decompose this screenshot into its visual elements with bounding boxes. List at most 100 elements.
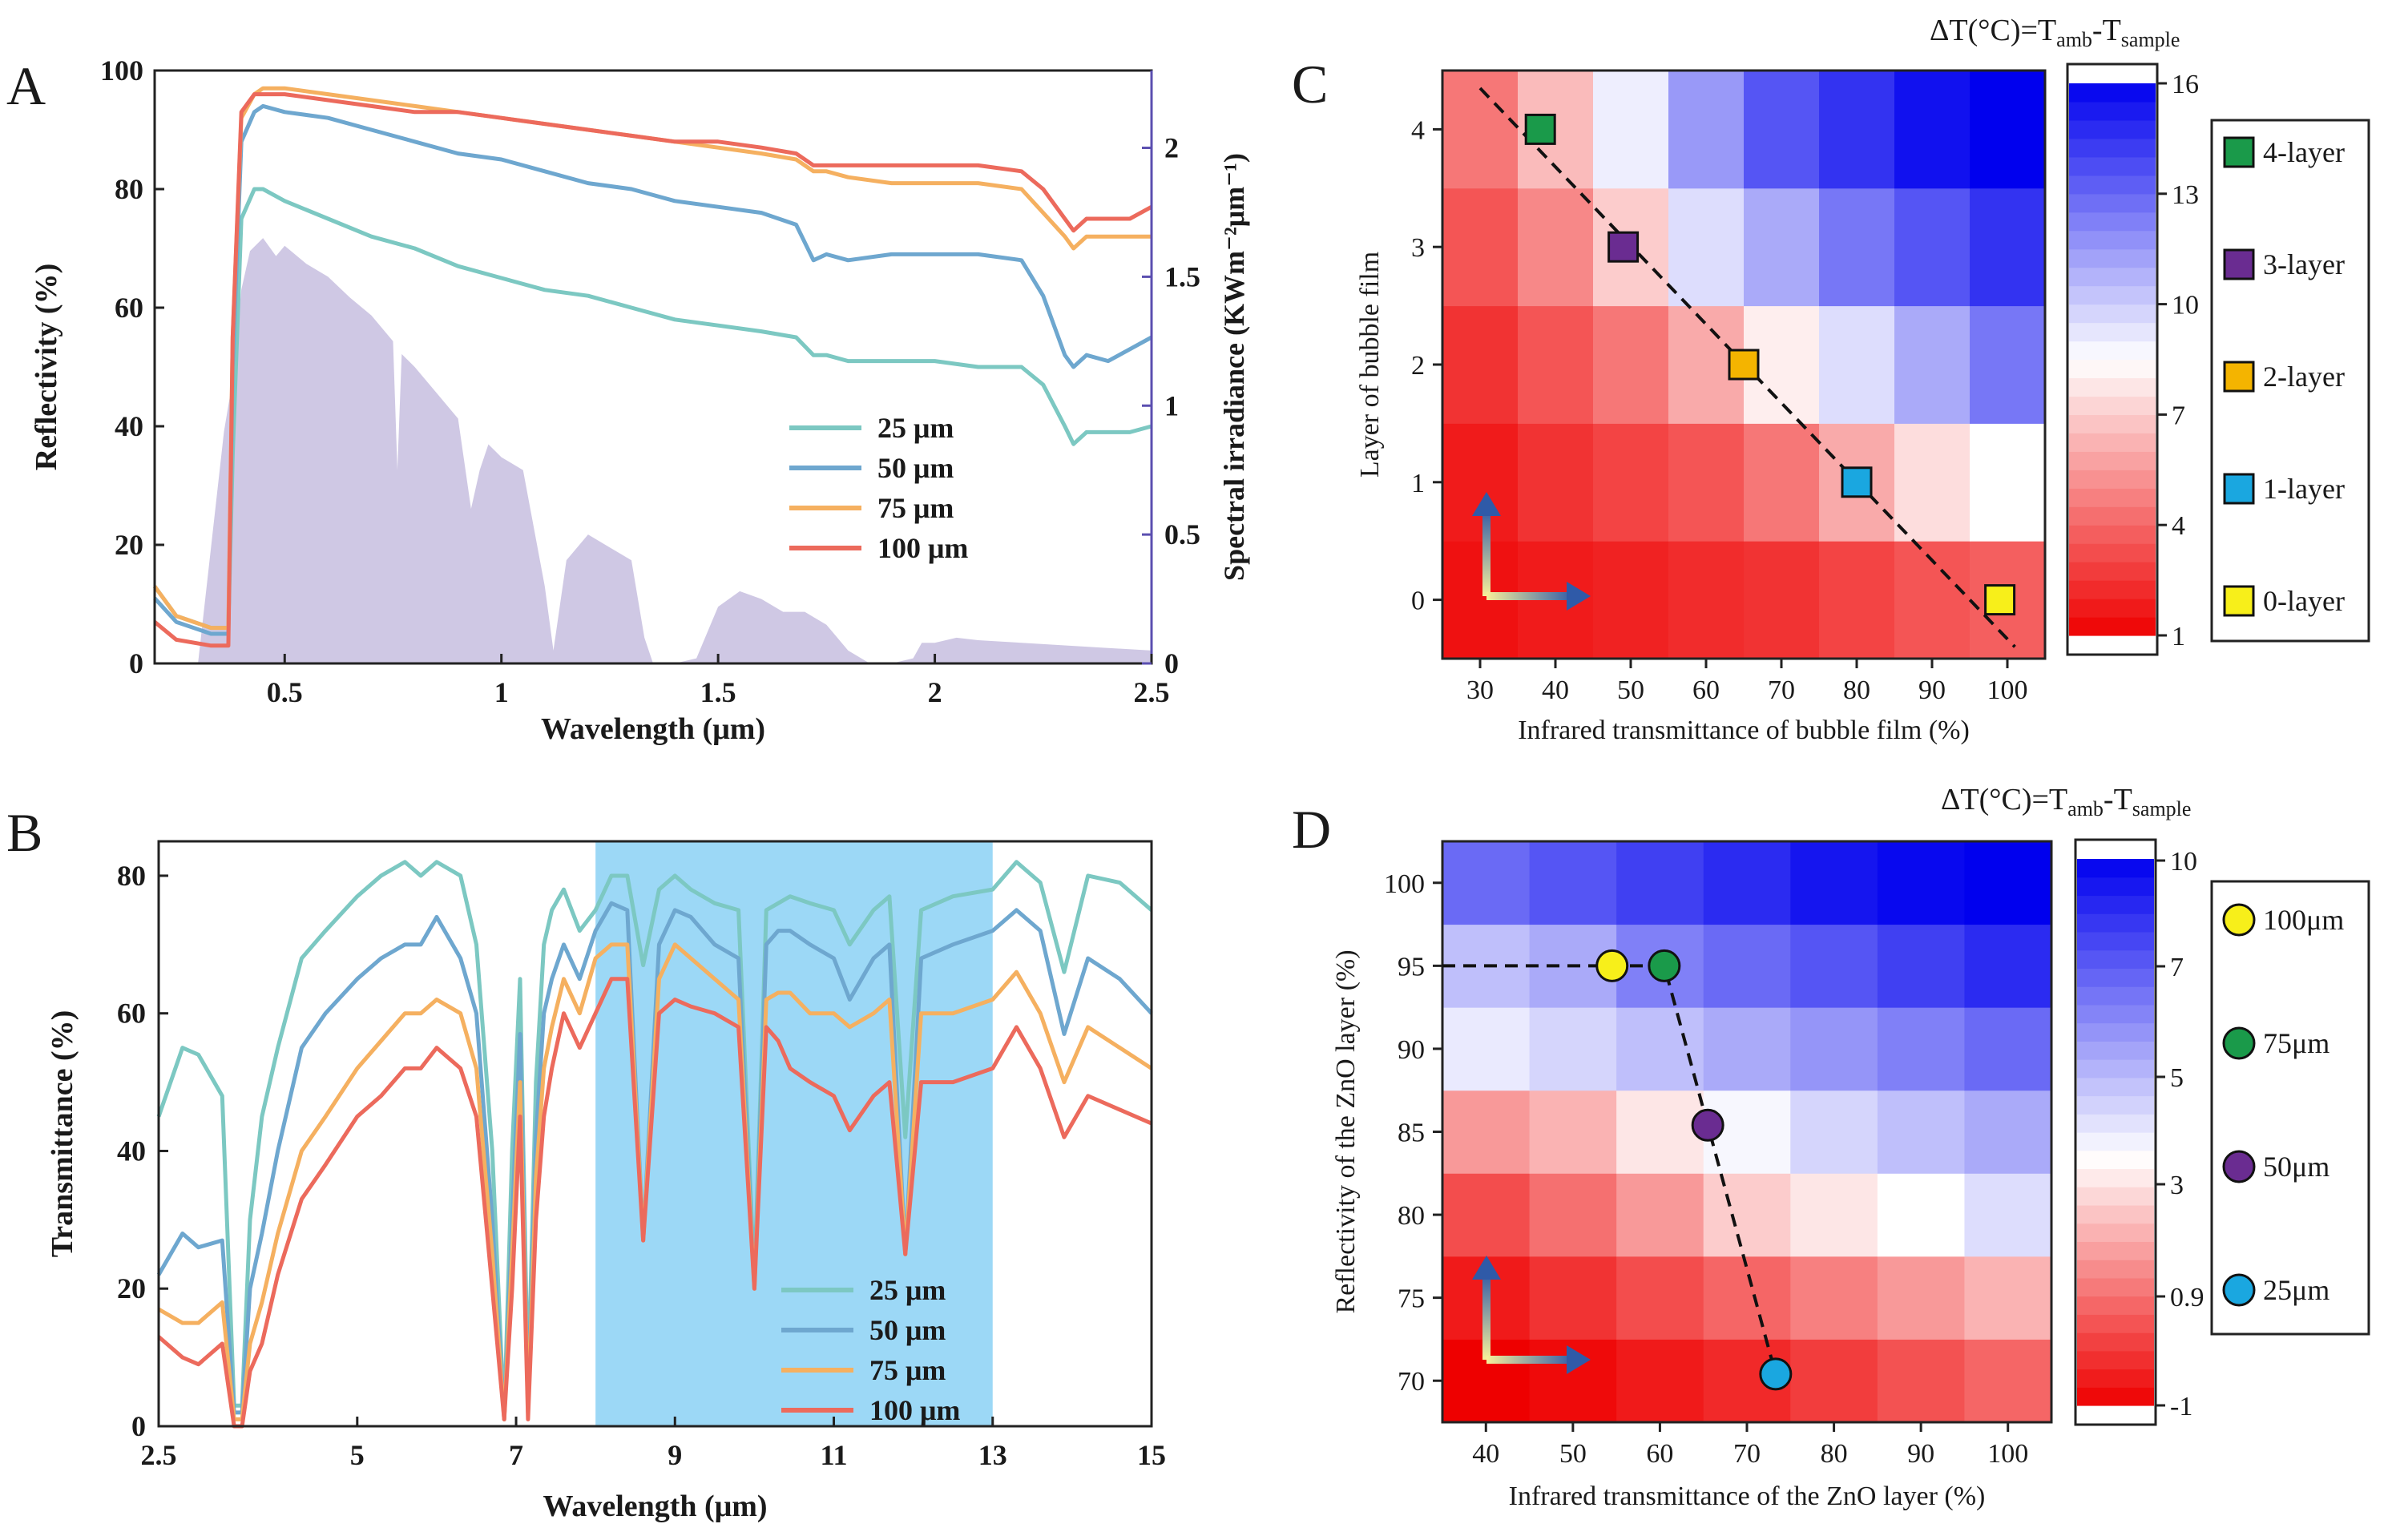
legend-label: 50 μm xyxy=(869,1314,946,1346)
heatmap-cell xyxy=(1442,187,1519,307)
y-axis-label: Reflectivity of the ZnO layer (%) xyxy=(1331,949,1361,1313)
panel-a: 0.5 1 1.5 2 2.502040608010000.511.52Waveleng… xyxy=(6,54,1250,746)
heatmap-cell xyxy=(1529,1173,1617,1257)
legend-label: 75μm xyxy=(2263,1027,2330,1059)
colorbar-step xyxy=(2069,83,2156,103)
heatmap-cell xyxy=(1894,305,1971,424)
x-tick-label: 90 xyxy=(1918,675,1946,705)
y-tick-label: 20 xyxy=(117,1272,146,1304)
y-tick-label: 4 xyxy=(1411,115,1425,145)
y-tick-label: 80 xyxy=(1398,1201,1425,1231)
heatmap-cell xyxy=(1877,841,1965,925)
colorbar-step xyxy=(2069,433,2156,452)
heatmap-cell xyxy=(1616,1007,1704,1091)
panel-c: 30 40 50 60 70 80 90 100 0 1 2 3 4 Infrared transmitt… xyxy=(1292,14,2370,745)
colorbar-step xyxy=(2069,525,2156,544)
y2-tick-label: 1.5 xyxy=(1164,260,1200,292)
y-axis-label: Reflectivity (%) xyxy=(30,264,63,471)
colorbar-tick-label: 0.9 xyxy=(2170,1283,2204,1312)
colorbar-step xyxy=(2069,175,2156,195)
colorbar-step xyxy=(2069,138,2156,158)
heatmap-cell xyxy=(1442,305,1519,424)
colorbar-title: ΔT(°C)=Tamb-Tsample xyxy=(1941,783,2191,820)
heatmap-cell xyxy=(1877,1173,1965,1257)
heatmap-cell xyxy=(1894,187,1971,307)
panel-label: D xyxy=(1292,799,1331,860)
heatmap-cell xyxy=(1442,1090,1531,1174)
colorbar-step xyxy=(2069,230,2156,250)
data-marker xyxy=(1759,1357,1793,1391)
colorbar-step xyxy=(2069,322,2156,342)
x-tick-label: 40 xyxy=(1542,675,1569,705)
series-line xyxy=(153,92,1153,648)
title-part: ΔT(°C)=T xyxy=(1930,14,2056,47)
colorbar-step xyxy=(2077,1260,2154,1279)
heatmap-cell xyxy=(1819,541,1895,659)
heatmap-cell xyxy=(1877,924,1965,1008)
series-line xyxy=(156,860,1153,1421)
heatmap-cell xyxy=(1442,841,1531,925)
colorbar-step xyxy=(2069,396,2156,415)
legend-marker xyxy=(2222,903,2256,937)
data-marker xyxy=(1691,1108,1724,1142)
x-axis-label: Wavelength (μm) xyxy=(541,712,765,746)
heatmap-cell xyxy=(1970,187,2046,307)
colorbar-tick-label: 10 xyxy=(2172,291,2199,320)
x-tick-label: 9 xyxy=(668,1439,682,1471)
x-tick-label: 50 xyxy=(1559,1439,1587,1469)
colorbar-step xyxy=(2069,599,2156,618)
colorbar-tick-label: 10 xyxy=(2170,847,2197,877)
legend-label: 100μm xyxy=(2263,904,2344,936)
heatmap-cell xyxy=(1703,1007,1791,1091)
heatmap-cell xyxy=(1970,423,2046,542)
colorbar-step xyxy=(2077,1241,2154,1260)
heatmap-cell xyxy=(1703,924,1791,1008)
colorbar-step xyxy=(2069,414,2156,433)
heatmap-cell xyxy=(1964,1007,2052,1091)
colorbar-step xyxy=(2077,931,2154,951)
legend-label: 100 μm xyxy=(869,1394,960,1426)
legend-label: 50 μm xyxy=(877,452,954,484)
colorbar-tick-label: 5 xyxy=(2170,1063,2184,1093)
heatmap-cell xyxy=(1744,187,1820,307)
heatmap-cell xyxy=(1877,1007,1965,1091)
y-tick-label: 95 xyxy=(1398,952,1425,982)
colorbar-step xyxy=(2077,1187,2154,1206)
colorbar-tick-label: 1 xyxy=(2172,622,2185,651)
heatmap-cell xyxy=(1964,1173,2052,1257)
colorbar-tick-label: 16 xyxy=(2172,70,2199,99)
y-tick-label: 80 xyxy=(115,173,143,205)
legend-label: 50μm xyxy=(2263,1151,2330,1183)
y2-tick-label: 2 xyxy=(1164,132,1179,164)
legend-label: 4-layer xyxy=(2263,136,2345,168)
heatmap-cell xyxy=(1593,541,1669,659)
heatmap-cell xyxy=(1877,1090,1965,1174)
title-part: amb xyxy=(2067,797,2104,820)
colorbar-step xyxy=(2077,859,2154,878)
colorbar-step xyxy=(2069,119,2156,139)
colorbar-step xyxy=(2077,1350,2154,1370)
heatmap-cell xyxy=(1819,305,1895,424)
x-tick-label: 100 xyxy=(1987,1439,2028,1469)
x-tick-label: 60 xyxy=(1692,675,1720,705)
heatmap-cell xyxy=(1668,71,1745,189)
heatmap-cell xyxy=(1894,71,1971,189)
colorbar-tick-label: 4 xyxy=(2172,511,2185,541)
heatmap-cell xyxy=(1529,1007,1617,1091)
x-axis-label: Wavelength (μm) xyxy=(543,1490,767,1523)
x-tick-label: 7 xyxy=(509,1439,523,1471)
heatmap-cell xyxy=(1894,423,1971,542)
colorbar-step xyxy=(2069,341,2156,361)
panel-label: C xyxy=(1292,54,1328,115)
legend-label: 75 μm xyxy=(869,1354,946,1386)
heatmap-cell xyxy=(1668,187,1745,307)
heatmap-cell xyxy=(1518,305,1594,424)
heatmap-cell xyxy=(1877,1339,1965,1423)
heatmap-cell xyxy=(1964,1256,2052,1340)
x-axis-label: Infrared transmittance of the ZnO layer … xyxy=(1509,1482,1986,1511)
colorbar-step xyxy=(2077,968,2154,987)
heatmap-cell xyxy=(1668,541,1745,659)
x-tick-label: 1 xyxy=(494,676,509,708)
data-marker xyxy=(1524,113,1556,145)
colorbar-step xyxy=(2077,1022,2154,1042)
